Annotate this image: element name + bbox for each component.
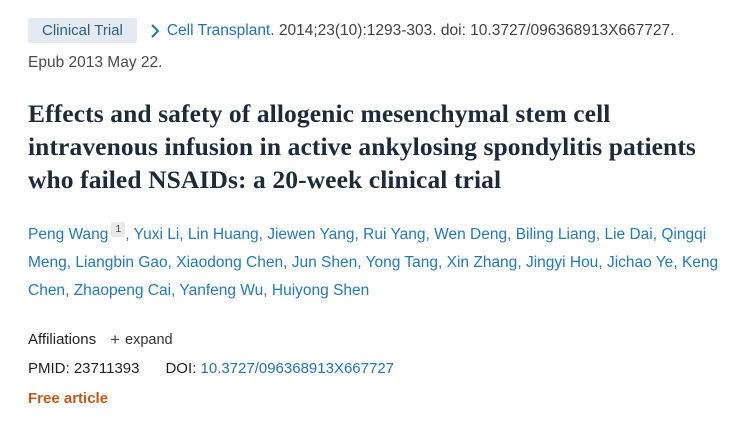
chevron-right-icon [151, 24, 160, 38]
author-separator: , [283, 254, 292, 272]
publication-type-badge[interactable]: Clinical Trial [28, 18, 137, 43]
author-link[interactable]: Huiyong Shen [271, 282, 370, 300]
author-link[interactable]: Yong Tang [365, 254, 439, 272]
pmid-value: 23711393 [73, 360, 140, 378]
citation-row: Clinical Trial Cell Transplant. 2014;23(… [28, 18, 728, 43]
doi-label: DOI: [165, 360, 197, 378]
author-link[interactable]: Xiaodong Chen [176, 254, 284, 272]
journal-link[interactable]: Cell Transplant [166, 21, 271, 39]
author-separator: , [598, 254, 607, 272]
epub-date: Epub 2013 May 22. [28, 54, 163, 71]
article-title: Effects and safety of allogenic mesenchy… [28, 99, 696, 195]
author-link[interactable]: Zhaopeng Cai [73, 282, 172, 300]
author-link[interactable]: Liangbin Gao [75, 254, 168, 272]
free-article-tag: Free article [28, 390, 109, 408]
author-link[interactable]: Rui Yang [363, 226, 426, 244]
doi-link[interactable]: 10.3727/096368913X667727 [200, 360, 395, 378]
author-link[interactable]: Qingqi Meng [28, 226, 707, 272]
article-header-page: Clinical Trial Cell Transplant. 2014;23(… [28, 18, 728, 407]
identifiers-row: PMID: 23711393 DOI: 10.3727/096368913X667… [28, 360, 728, 377]
author-separator: , [179, 226, 188, 244]
expand-label: expand [125, 331, 173, 348]
plus-icon: + [110, 330, 121, 350]
affiliations-row: Affiliations + expand [28, 331, 728, 348]
author-link[interactable]: Biling Liang [515, 226, 596, 244]
author-separator: , [517, 254, 526, 272]
author-link[interactable]: Peng Wang [28, 226, 109, 244]
author-link[interactable]: Lin Huang [187, 226, 259, 244]
author-separator: , [66, 254, 76, 272]
author-link[interactable]: Keng Chen [28, 254, 719, 300]
author-link[interactable]: Jichao Ye [606, 254, 674, 272]
pmid-label: PMID: [28, 360, 70, 378]
author-link[interactable]: Jun Shen [291, 254, 358, 272]
author-link[interactable]: Lie Dai [604, 226, 653, 244]
author-link[interactable]: Yanfeng Wu [179, 282, 264, 300]
author-separator: , [258, 226, 268, 244]
author-separator: , [171, 282, 180, 300]
author-link[interactable]: Xin Zhang [446, 254, 518, 272]
author-separator: , [357, 254, 366, 272]
affiliations-expand-button[interactable]: + expand [110, 331, 173, 348]
author-separator: , [65, 282, 74, 300]
author-separator: , [673, 254, 682, 272]
author-link[interactable]: Yuxi Li [133, 226, 180, 244]
doi-group: DOI: 10.3727/096368913X667727 [165, 360, 394, 377]
author-separator: , [438, 254, 447, 272]
author-separator: , [652, 226, 662, 244]
author-list: Peng Wang 1, Yuxi Li, Lin Huang, Jiewen Y… [28, 221, 728, 305]
author-separator: , [595, 226, 605, 244]
author-separator: , [125, 226, 134, 244]
author-separator: , [263, 282, 272, 300]
author-separator: , [425, 226, 435, 244]
pmid-group: PMID: 23711393 [28, 360, 139, 377]
author-link[interactable]: Wen Deng [434, 226, 508, 244]
author-separator: , [507, 226, 516, 244]
author-separator: , [354, 226, 364, 244]
citation-text: . 2014;23(10):1293-303. doi: 10.3727/096… [270, 21, 675, 39]
affiliations-label: Affiliations [28, 331, 97, 349]
author-separator: , [167, 254, 177, 272]
author-link[interactable]: Jiewen Yang [267, 226, 355, 244]
author-link[interactable]: Jingyi Hou [525, 254, 599, 272]
author-affiliation-superscript[interactable]: 1 [111, 222, 126, 237]
